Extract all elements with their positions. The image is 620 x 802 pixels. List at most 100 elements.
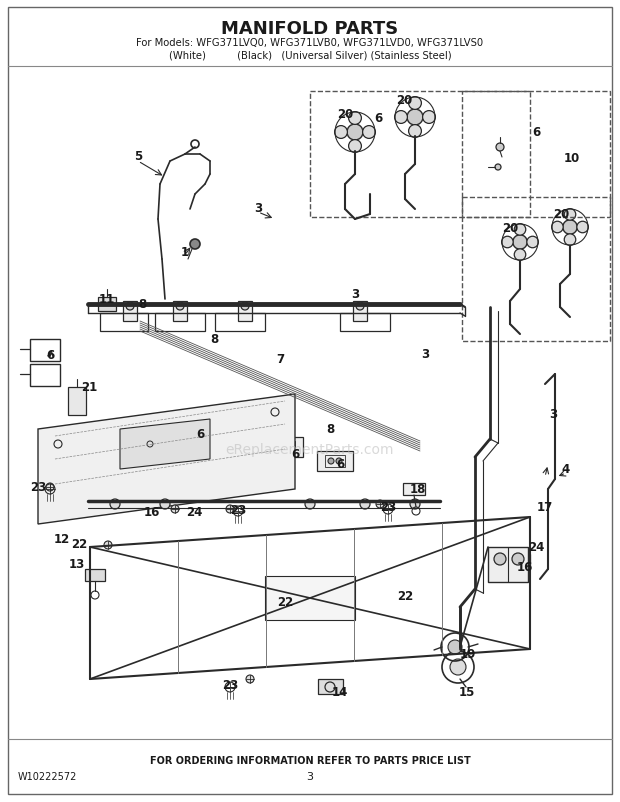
- Circle shape: [160, 500, 170, 509]
- Text: 14: 14: [332, 686, 348, 699]
- Bar: [155, 314, 205, 331]
- Text: 20: 20: [337, 107, 353, 120]
- Bar: [267, 437, 303, 457]
- Text: 6: 6: [336, 458, 344, 471]
- Circle shape: [246, 675, 254, 683]
- Bar: [340, 314, 390, 331]
- Circle shape: [495, 164, 501, 171]
- Circle shape: [286, 444, 292, 451]
- Text: FOR ORDERING INFORMATION REFER TO PARTS PRICE LIST: FOR ORDERING INFORMATION REFER TO PARTS …: [149, 755, 471, 765]
- Text: 22: 22: [277, 596, 293, 609]
- Text: 17: 17: [537, 501, 553, 514]
- Circle shape: [46, 484, 54, 492]
- Bar: [85, 569, 105, 581]
- Circle shape: [110, 500, 120, 509]
- Circle shape: [190, 240, 200, 249]
- Circle shape: [226, 505, 234, 513]
- Bar: [30, 339, 60, 362]
- Text: 6: 6: [291, 448, 299, 461]
- Bar: [318, 679, 343, 695]
- Text: 18: 18: [410, 483, 426, 496]
- Circle shape: [423, 111, 435, 124]
- Text: 6: 6: [374, 111, 382, 124]
- Circle shape: [171, 505, 179, 513]
- Circle shape: [348, 140, 361, 153]
- Text: 12: 12: [54, 533, 70, 546]
- Bar: [275, 441, 295, 453]
- Circle shape: [409, 98, 422, 110]
- Circle shape: [563, 221, 577, 235]
- Bar: [510, 554, 530, 566]
- Text: 6: 6: [532, 127, 540, 140]
- Text: 24: 24: [528, 541, 544, 554]
- Bar: [123, 302, 137, 322]
- Circle shape: [376, 500, 384, 508]
- Text: 20: 20: [396, 93, 412, 107]
- Text: 16: 16: [144, 506, 160, 519]
- Text: 23: 23: [230, 503, 246, 516]
- Circle shape: [514, 225, 526, 236]
- Circle shape: [348, 112, 361, 125]
- Bar: [265, 577, 355, 620]
- Circle shape: [328, 459, 334, 464]
- Bar: [462, 198, 610, 342]
- Bar: [353, 302, 367, 322]
- Text: 19: 19: [460, 648, 476, 661]
- Text: 7: 7: [276, 353, 284, 366]
- Bar: [30, 365, 60, 387]
- Circle shape: [176, 302, 184, 310]
- Circle shape: [363, 127, 375, 140]
- Circle shape: [552, 222, 563, 233]
- Bar: [462, 92, 610, 217]
- Polygon shape: [38, 395, 295, 525]
- Circle shape: [512, 553, 524, 565]
- Text: 3: 3: [549, 408, 557, 421]
- Text: 23: 23: [222, 678, 238, 691]
- Polygon shape: [120, 419, 210, 469]
- Circle shape: [407, 110, 423, 126]
- Circle shape: [450, 659, 466, 675]
- Circle shape: [241, 302, 249, 310]
- Circle shape: [494, 553, 506, 565]
- Circle shape: [527, 237, 538, 249]
- Text: 16: 16: [517, 561, 533, 573]
- Circle shape: [564, 234, 576, 246]
- Text: 11: 11: [99, 294, 115, 306]
- Circle shape: [410, 500, 420, 509]
- Bar: [173, 302, 187, 322]
- Text: 3: 3: [421, 348, 429, 361]
- Text: 4: 4: [562, 463, 570, 476]
- Circle shape: [347, 125, 363, 141]
- Text: W10222572: W10222572: [18, 771, 78, 781]
- Bar: [325, 456, 345, 468]
- Text: 6: 6: [46, 349, 54, 362]
- Bar: [100, 314, 148, 331]
- Bar: [403, 484, 425, 496]
- Text: 6: 6: [196, 428, 204, 441]
- Circle shape: [513, 236, 527, 250]
- Text: 8: 8: [138, 298, 146, 311]
- Circle shape: [496, 144, 504, 152]
- Bar: [310, 92, 530, 217]
- Text: 24: 24: [186, 506, 202, 519]
- Text: 20: 20: [553, 209, 569, 221]
- Text: 3: 3: [306, 771, 314, 781]
- Text: 8: 8: [210, 333, 218, 346]
- Text: eReplacementParts.com: eReplacementParts.com: [226, 443, 394, 456]
- Bar: [215, 314, 265, 331]
- Circle shape: [278, 444, 284, 451]
- Text: 10: 10: [564, 152, 580, 164]
- Text: 8: 8: [326, 423, 334, 436]
- Text: 3: 3: [351, 288, 359, 301]
- Text: 5: 5: [134, 150, 142, 164]
- Text: 21: 21: [81, 381, 97, 394]
- Circle shape: [409, 125, 422, 138]
- Circle shape: [356, 302, 364, 310]
- Text: 22: 22: [71, 538, 87, 551]
- Text: 23: 23: [30, 481, 46, 494]
- Bar: [68, 387, 86, 415]
- Circle shape: [104, 541, 112, 549]
- Text: MANIFOLD PARTS: MANIFOLD PARTS: [221, 20, 399, 38]
- Text: 1: 1: [181, 245, 189, 258]
- Text: (White)          (Black)   (Universal Silver) (Stainless Steel): (White) (Black) (Universal Silver) (Stai…: [169, 51, 451, 61]
